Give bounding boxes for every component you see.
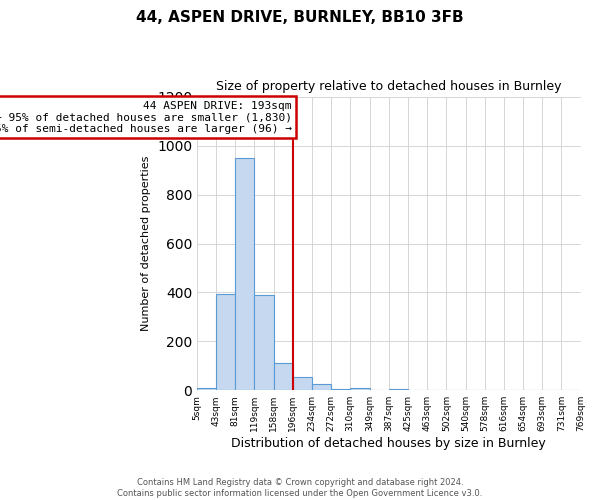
Bar bbox=[312, 384, 331, 390]
Bar bbox=[293, 377, 312, 390]
Text: 44 ASPEN DRIVE: 193sqm
← 95% of detached houses are smaller (1,830)
5% of semi-d: 44 ASPEN DRIVE: 193sqm ← 95% of detached… bbox=[0, 100, 292, 134]
Bar bbox=[331, 389, 350, 390]
X-axis label: Distribution of detached houses by size in Burnley: Distribution of detached houses by size … bbox=[232, 437, 546, 450]
Bar bbox=[389, 389, 408, 390]
Bar bbox=[274, 364, 293, 390]
Text: 44, ASPEN DRIVE, BURNLEY, BB10 3FB: 44, ASPEN DRIVE, BURNLEY, BB10 3FB bbox=[136, 10, 464, 25]
Bar bbox=[197, 388, 216, 390]
Y-axis label: Number of detached properties: Number of detached properties bbox=[142, 156, 151, 332]
Text: Contains HM Land Registry data © Crown copyright and database right 2024.
Contai: Contains HM Land Registry data © Crown c… bbox=[118, 478, 482, 498]
Bar bbox=[235, 158, 254, 390]
Bar bbox=[216, 294, 235, 390]
Bar bbox=[350, 388, 370, 390]
Bar bbox=[254, 295, 274, 390]
Title: Size of property relative to detached houses in Burnley: Size of property relative to detached ho… bbox=[216, 80, 562, 93]
